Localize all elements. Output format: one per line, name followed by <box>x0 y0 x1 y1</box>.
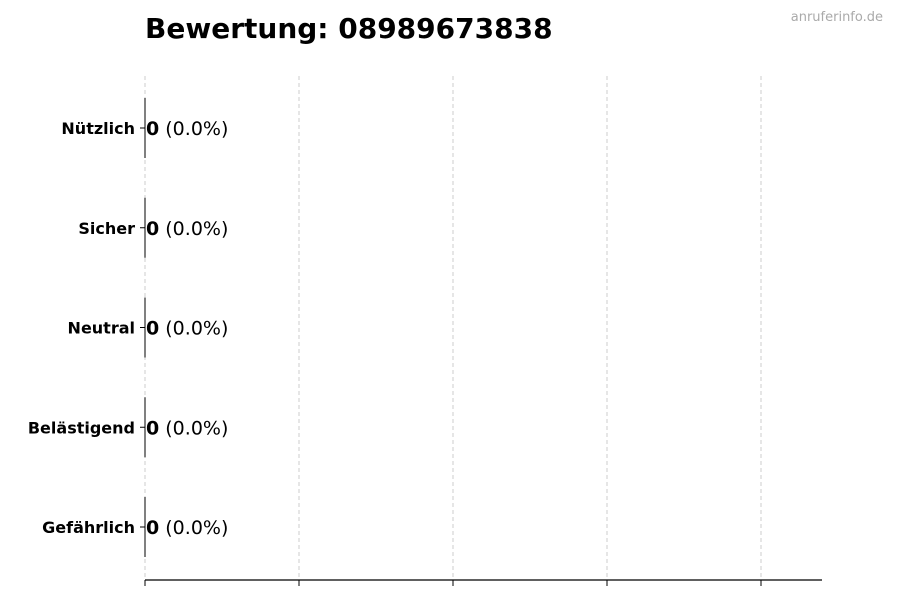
category-label: Gefährlich <box>42 518 135 537</box>
count-label: 0 <box>146 517 159 539</box>
data-label: 0 (0.0%) <box>146 218 228 240</box>
watermark: anruferinfo.de <box>790 10 883 25</box>
data-label: 0 (0.0%) <box>146 517 228 539</box>
percent-label: (0.0%) <box>159 318 228 340</box>
count-label: 0 <box>146 118 159 140</box>
percent-label: (0.0%) <box>159 118 228 140</box>
chart-title: Bewertung: 08989673838 <box>145 12 553 45</box>
percent-label: (0.0%) <box>159 417 228 439</box>
percent-label: (0.0%) <box>159 218 228 240</box>
category-label: Neutral <box>68 319 135 338</box>
category-label: Sicher <box>78 219 135 238</box>
count-label: 0 <box>146 218 159 240</box>
count-label: 0 <box>146 318 159 340</box>
category-label: Nützlich <box>61 119 135 138</box>
percent-label: (0.0%) <box>159 517 228 539</box>
data-label: 0 (0.0%) <box>146 417 228 439</box>
category-label: Belästigend <box>28 418 135 437</box>
count-label: 0 <box>146 417 159 439</box>
data-label: 0 (0.0%) <box>146 318 228 340</box>
data-label: 0 (0.0%) <box>146 118 228 140</box>
